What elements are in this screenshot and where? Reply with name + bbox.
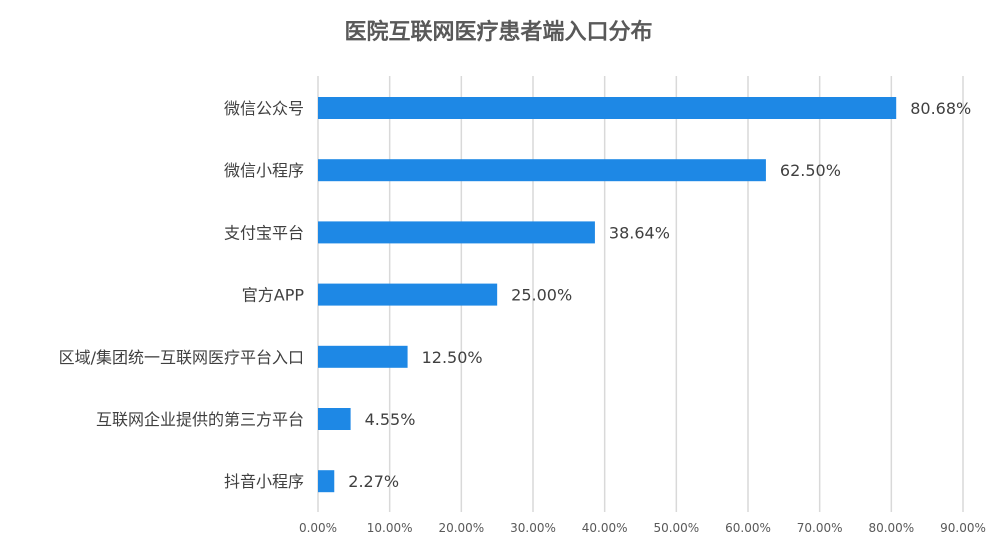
bar — [318, 221, 595, 244]
bar — [318, 345, 408, 368]
chart-title: 医院互联网医疗患者端入口分布 — [344, 20, 653, 45]
category-label: 抖音小程序 — [224, 472, 304, 491]
x-tick-label: 10.00% — [367, 521, 413, 535]
x-tick-label: 70.00% — [797, 521, 843, 535]
data-label: 25.00% — [511, 286, 572, 305]
bar — [318, 470, 335, 493]
data-label: 38.64% — [609, 223, 670, 242]
category-label: 支付宝平台 — [224, 223, 304, 242]
category-label: 微信小程序 — [224, 161, 304, 180]
category-label: 区域/集团统一互联网医疗平台入口 — [59, 348, 304, 367]
bar — [318, 97, 897, 119]
x-tick-label: 90.00% — [940, 521, 986, 535]
data-label: 12.50% — [422, 348, 483, 367]
x-tick-label: 40.00% — [582, 521, 628, 535]
data-label: 2.27% — [348, 472, 399, 491]
category-label: 微信公众号 — [224, 99, 304, 118]
category-label: 官方APP — [242, 286, 305, 305]
data-label: 80.68% — [910, 99, 971, 118]
data-label: 4.55% — [365, 410, 416, 429]
x-tick-label: 50.00% — [653, 521, 699, 535]
data-label: 62.50% — [780, 161, 841, 180]
bar — [318, 159, 766, 182]
x-tick-label: 80.00% — [868, 521, 914, 535]
x-tick-label: 60.00% — [725, 521, 771, 535]
x-tick-label: 30.00% — [510, 521, 556, 535]
x-axis-ticks: 0.00% 10.00% 20.00% 30.00% 40.00% 50.00% 60.00… — [299, 521, 986, 535]
category-label: 互联网企业提供的第三方平台 — [96, 410, 304, 429]
bars — [318, 97, 897, 493]
bar — [318, 408, 351, 430]
x-tick-label: 0.00% — [299, 521, 337, 535]
value-labels: 80.68% 62.50% 38.64% 25.00% 12.50% 4.55% 2.27% — [348, 99, 971, 491]
bar — [318, 283, 498, 306]
x-tick-label: 20.00% — [438, 521, 484, 535]
